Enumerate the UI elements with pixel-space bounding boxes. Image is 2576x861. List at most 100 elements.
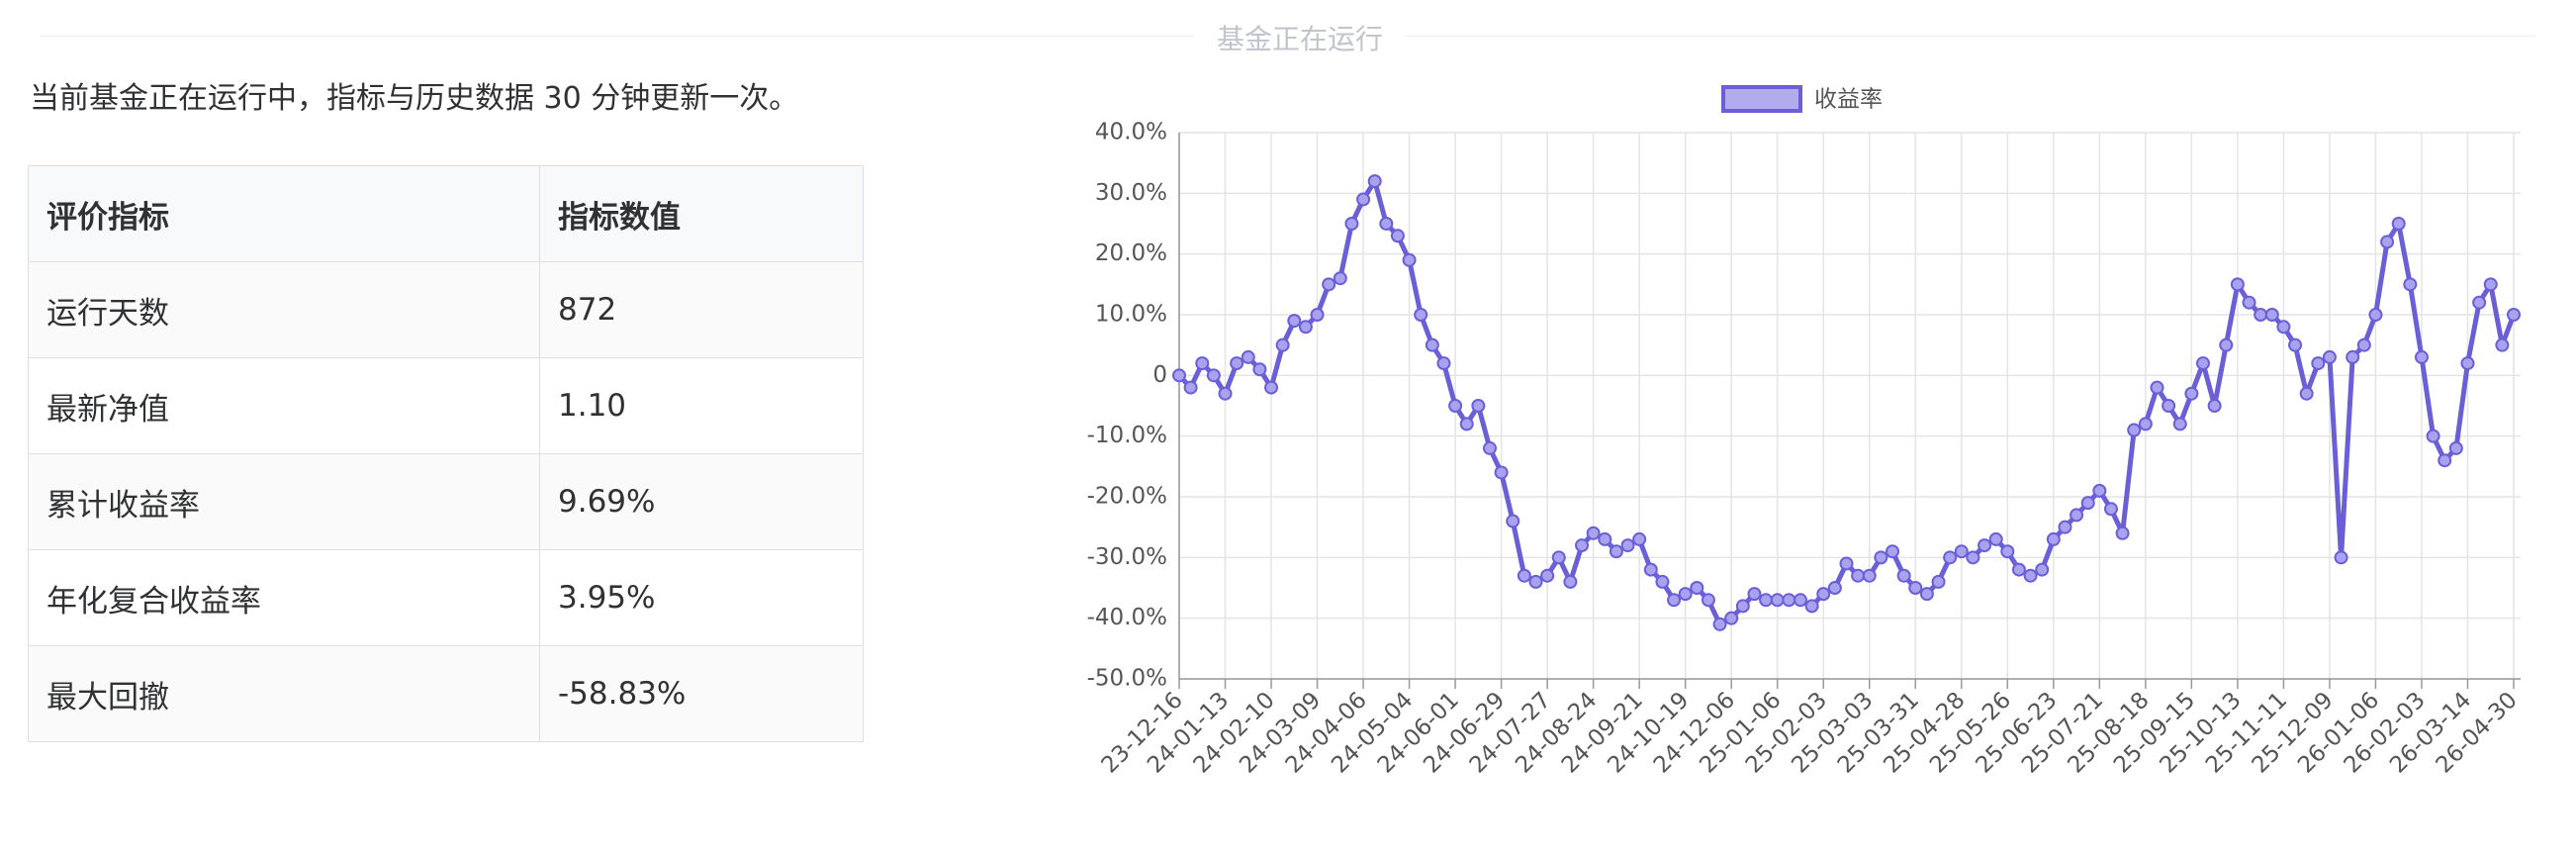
point: [1367, 174, 1382, 189]
point: [1782, 593, 1796, 608]
point: [1310, 308, 1325, 322]
point: [1712, 617, 1727, 631]
point: [2414, 349, 2429, 364]
point: [2046, 531, 2061, 546]
point: [1172, 368, 1186, 383]
row: 运行天数 872: [28, 261, 864, 358]
point: [1908, 581, 1923, 595]
point: [1252, 362, 1267, 377]
point: [2288, 337, 2303, 352]
point: [2460, 356, 2475, 371]
point: [2426, 429, 2440, 443]
point: [2334, 550, 2348, 565]
point: [1344, 217, 1359, 231]
cell: 累计收益率: [28, 453, 540, 550]
point: [1402, 252, 1417, 267]
point: [1494, 465, 1509, 480]
y-tick-label: 20.0%: [1095, 240, 1167, 266]
point: [2356, 337, 2371, 352]
point: [1390, 229, 1405, 243]
point: [1448, 399, 1463, 413]
point: [2472, 295, 2487, 310]
y-tick-label: -10.0%: [1087, 423, 1167, 448]
cell: 3.95%: [539, 549, 864, 646]
metrics-table: 评价指标 指标数值 运行天数 872 最新净值 1.10 累计收益率 9.69% 年化复…: [28, 165, 864, 742]
point: [2276, 320, 2291, 335]
point: [1356, 192, 1371, 207]
row: 年化复合收益率 3.95%: [28, 549, 864, 646]
point: [1816, 587, 1831, 602]
cell: -58.83%: [539, 645, 864, 742]
point: [1333, 271, 1347, 286]
cell: 运行天数: [28, 261, 540, 358]
point: [1874, 550, 1888, 565]
point: [1620, 538, 1635, 553]
y-tick-label: -50.0%: [1087, 666, 1167, 692]
point: [1551, 550, 1566, 565]
point: [2368, 308, 2383, 322]
y-tick-label: 30.0%: [1095, 180, 1167, 206]
point: [1241, 349, 1255, 364]
point: [1862, 568, 1877, 583]
point: [2035, 562, 2050, 577]
point: [1839, 556, 1854, 571]
point: [2184, 386, 2199, 401]
point: [1598, 531, 1612, 546]
section-title: 基金正在运行: [1194, 18, 1406, 57]
row: 最大回撤 -58.83%: [28, 645, 864, 742]
point: [2403, 277, 2418, 292]
point: [1586, 526, 1601, 540]
point: [1943, 550, 1958, 565]
point: [1931, 574, 1946, 589]
point: [2196, 356, 2211, 371]
point: [2127, 423, 2142, 437]
point: [1528, 574, 1543, 589]
point: [1966, 550, 1980, 565]
point: [1609, 544, 1623, 559]
point: [1275, 337, 1290, 352]
point: [1425, 337, 1439, 352]
point: [2299, 386, 2314, 401]
point: [1322, 277, 1336, 292]
y-tick-label: 40.0%: [1095, 120, 1167, 145]
point: [2058, 520, 2072, 534]
point: [1954, 544, 1969, 559]
point: [2162, 399, 2176, 413]
point: [1195, 356, 1210, 371]
point: [1298, 320, 1313, 335]
point: [2380, 235, 2395, 249]
cell: 年化复合收益率: [28, 549, 540, 646]
point: [1759, 593, 1774, 608]
point: [2080, 496, 2095, 511]
point: [2011, 562, 2026, 577]
point: [1735, 599, 1750, 614]
y-tick-label: 0: [1152, 362, 1167, 388]
header-cell: 评价指标: [28, 165, 540, 262]
point: [2507, 308, 2521, 322]
y-tick-label: 10.0%: [1095, 302, 1167, 328]
point: [1287, 314, 1302, 329]
point: [2438, 453, 2452, 468]
point: [2092, 483, 2107, 498]
point: [1436, 356, 1451, 371]
point: [1471, 399, 1486, 413]
point: [2000, 544, 2015, 559]
point: [1770, 593, 1785, 608]
point: [1851, 568, 1866, 583]
y-tick-label: -40.0%: [1087, 605, 1167, 630]
point: [2242, 295, 2256, 310]
point: [1517, 568, 1531, 583]
point: [1643, 562, 1658, 577]
point: [1459, 417, 1474, 431]
point: [1667, 593, 1682, 608]
point: [2495, 337, 2510, 352]
point: [1804, 599, 1819, 614]
legend-swatch: [1721, 85, 1802, 113]
point: [1414, 308, 1428, 322]
y-tick-label: -20.0%: [1087, 484, 1167, 510]
point: [1379, 217, 1394, 231]
row: 最新净值 1.10: [28, 357, 864, 454]
point: [1747, 587, 1762, 602]
point: [1482, 440, 1497, 455]
